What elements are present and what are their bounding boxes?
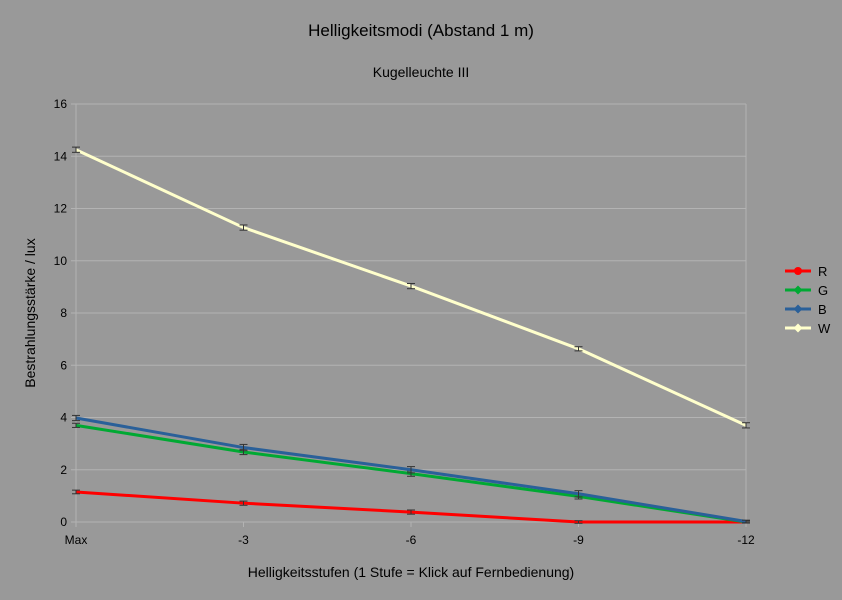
y-tick-label: 4 — [60, 411, 67, 425]
y-tick-label: 16 — [54, 97, 68, 111]
legend-R-marker — [794, 267, 802, 275]
x-tick-label: -3 — [238, 533, 249, 547]
x-tick-label: -9 — [573, 533, 584, 547]
y-tick-label: 8 — [60, 306, 67, 320]
legend-R-label: R — [818, 264, 827, 279]
legend-G-label: G — [818, 283, 828, 298]
legend-B-marker — [793, 304, 803, 314]
x-tick-label: Max — [65, 533, 88, 547]
x-tick-label: -6 — [406, 533, 417, 547]
legend-W-marker — [793, 323, 803, 333]
legend-B-label: B — [818, 302, 827, 317]
x-tick-label: -12 — [737, 533, 755, 547]
y-tick-label: 12 — [54, 202, 68, 216]
y-tick-label: 2 — [60, 463, 67, 477]
legend-W-label: W — [818, 321, 831, 336]
y-axis-label: Bestrahlungsstärke / lux — [22, 238, 38, 387]
y-tick-label: 14 — [54, 149, 68, 163]
legend-G-marker — [793, 285, 803, 295]
chart-subtitle: Kugelleuchte III — [372, 64, 470, 80]
y-tick-label: 6 — [60, 358, 67, 372]
x-axis-label: Helligkeitsstufen (1 Stufe = Klick auf F… — [248, 564, 574, 580]
chart-title: Helligkeitsmodi (Abstand 1 m) — [308, 21, 534, 40]
y-tick-label: 10 — [54, 254, 68, 268]
y-tick-label: 0 — [60, 515, 67, 529]
